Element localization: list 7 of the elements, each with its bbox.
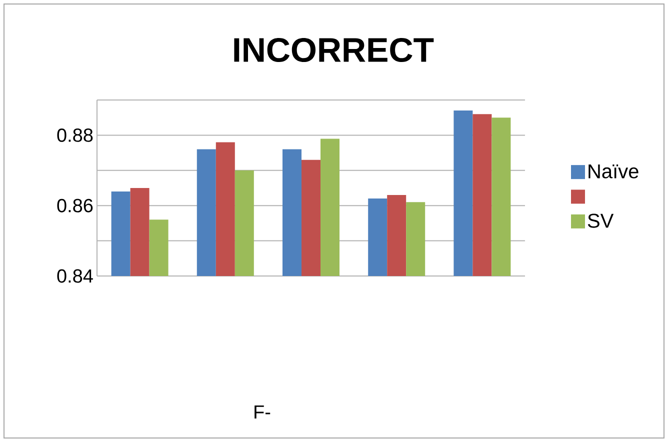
- chart-title: INCORRECT: [234, 38, 434, 62]
- legend-label: Naïve: [588, 164, 638, 178]
- y-tick-label: 0.84: [57, 269, 93, 283]
- y-tick-label: 0.86: [57, 198, 93, 212]
- y-tick-label: 0.88: [57, 128, 93, 142]
- text: F-: [254, 405, 270, 419]
- legend-label: SV: [588, 214, 614, 228]
